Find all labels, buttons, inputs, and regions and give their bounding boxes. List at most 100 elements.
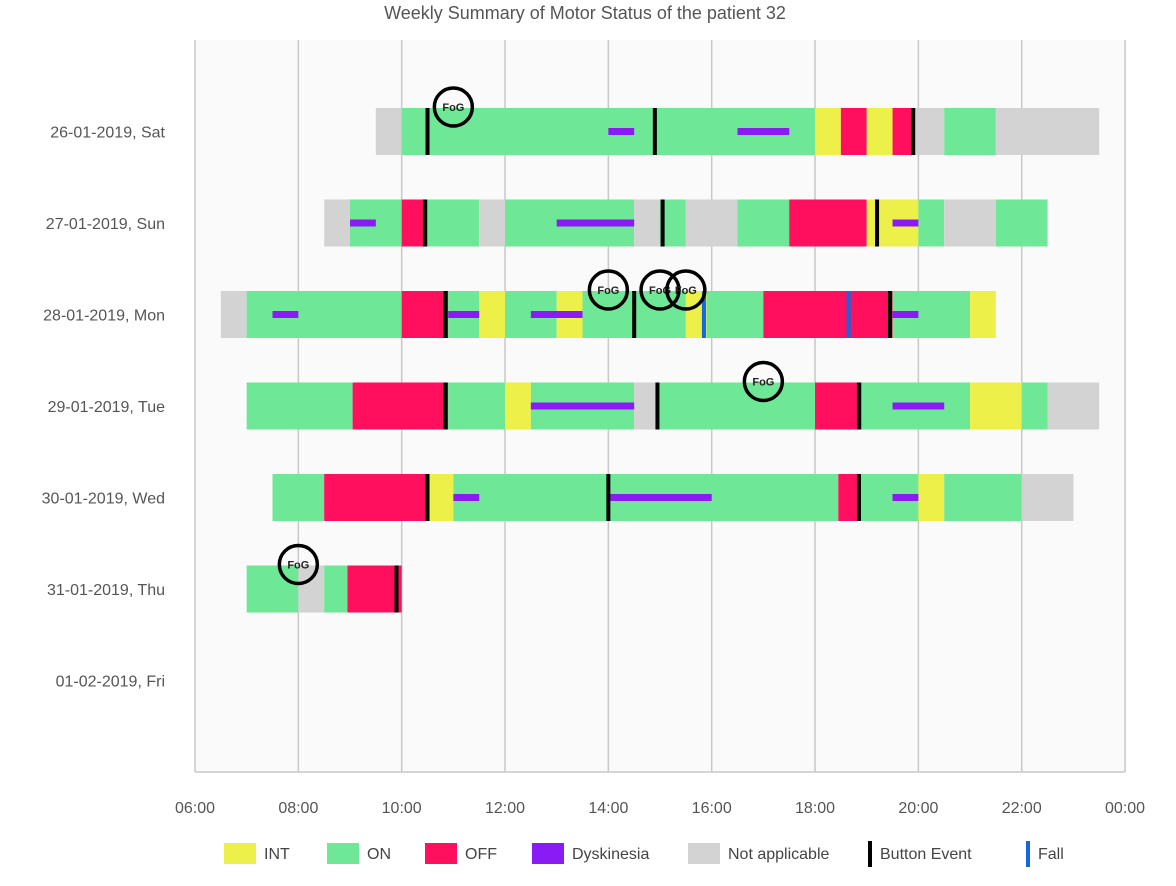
status-segment-off xyxy=(892,108,914,155)
y-tick-label: 28-01-2019, Mon xyxy=(43,308,165,325)
status-segment-int xyxy=(970,291,996,338)
dyskinesia-bar xyxy=(530,402,635,410)
status-segment-off xyxy=(815,382,862,430)
status-segment-on xyxy=(944,474,1022,521)
status-segment-not-applicable xyxy=(1021,474,1074,521)
dyskinesia-bar xyxy=(892,219,919,227)
status-segment-on xyxy=(246,291,402,338)
status-segment-not-applicable xyxy=(479,199,506,247)
legend-item-int: INT xyxy=(224,843,290,864)
status-segment-not-applicable xyxy=(634,199,661,247)
status-segment-off xyxy=(352,382,449,430)
fog-circle xyxy=(432,86,475,128)
y-tick-label: 01-02-2019, Fri xyxy=(56,674,165,691)
chart-title: Weekly Summary of Motor Status of the pa… xyxy=(384,3,786,23)
fog-marker: FoG xyxy=(665,269,707,311)
fog-label: FoG xyxy=(287,560,309,572)
legend-item-dyskinesia: Dyskinesia xyxy=(532,843,649,864)
x-tick-label: 14:00 xyxy=(588,800,628,817)
fog-marker: FoG xyxy=(587,269,630,311)
legend-swatch xyxy=(868,841,872,867)
legend-item-fall: Fall xyxy=(1026,841,1064,867)
status-segment-int xyxy=(479,291,506,338)
button-event-marker xyxy=(632,291,637,338)
legend: INT ON OFF Dyskinesia Not applicable Button E… xyxy=(224,841,1064,867)
dyskinesia-bar xyxy=(608,494,712,501)
y-axis-labels: 26-01-2019, Sat 27-01-2019, Sun 28-01-2019… xyxy=(42,125,166,691)
status-segment-off xyxy=(324,474,428,521)
status-segment-not-applicable xyxy=(220,291,247,338)
status-segment-int xyxy=(866,108,893,155)
x-tick-label: 20:00 xyxy=(898,800,938,817)
legend-swatch xyxy=(224,843,256,864)
legend-label: INT xyxy=(264,846,290,863)
legend-label: Not applicable xyxy=(728,846,830,863)
dyskinesia-bar xyxy=(350,219,376,227)
legend-swatch xyxy=(327,843,359,864)
x-tick-label: 18:00 xyxy=(795,800,835,817)
y-tick-label: 30-01-2019, Wed xyxy=(42,491,165,508)
status-segment-int xyxy=(815,108,841,155)
status-segment-off xyxy=(347,565,402,613)
y-tick-label: 29-01-2019, Tue xyxy=(48,399,166,416)
status-segment-on xyxy=(944,108,996,155)
fog-marker: FoG xyxy=(277,543,320,586)
status-segment-int xyxy=(918,474,945,521)
button-event-marker xyxy=(425,474,430,521)
button-event-marker xyxy=(606,474,611,521)
dyskinesia-bar xyxy=(892,311,919,318)
dyskinesia-bar xyxy=(892,402,945,410)
status-segment-not-applicable xyxy=(913,108,945,155)
dyskinesia-bar xyxy=(453,494,480,501)
legend-swatch xyxy=(425,843,457,864)
fall-marker xyxy=(701,291,706,338)
fog-circle xyxy=(639,269,681,311)
fog-label: FoG xyxy=(675,285,697,297)
x-tick-label: 00:00 xyxy=(1105,800,1145,817)
button-event-marker xyxy=(652,108,657,155)
dyskinesia-bar xyxy=(892,494,919,501)
legend-item-not-applicable: Not applicable xyxy=(688,843,830,864)
dyskinesia-bar xyxy=(556,219,635,227)
fog-circle xyxy=(277,543,320,586)
status-segment-int xyxy=(427,474,454,521)
dyskinesia-bar xyxy=(737,128,790,135)
status-segment-on xyxy=(246,565,299,613)
fog-marker: FoG xyxy=(432,86,475,128)
x-tick-label: 08:00 xyxy=(278,800,318,817)
status-segment-on xyxy=(918,199,945,247)
x-tick-label: 06:00 xyxy=(175,800,215,817)
status-segment-on xyxy=(272,474,325,521)
status-segment-not-applicable xyxy=(1047,382,1100,430)
fog-label: FoG xyxy=(442,102,464,114)
fog-label: FoG xyxy=(597,285,619,297)
status-segment-on xyxy=(246,382,353,430)
button-event-marker xyxy=(422,199,427,247)
legend-swatch xyxy=(532,843,564,864)
button-event-marker xyxy=(875,199,880,247)
status-segment-on xyxy=(706,291,764,338)
button-event-marker xyxy=(655,382,660,430)
status-segment-not-applicable xyxy=(375,108,402,155)
button-event-marker xyxy=(425,108,430,155)
fog-label: FoG xyxy=(752,377,774,389)
button-event-marker xyxy=(856,382,861,430)
button-event-marker xyxy=(660,199,665,247)
x-tick-label: 16:00 xyxy=(692,800,732,817)
status-segment-on xyxy=(1021,382,1048,430)
status-segment-on xyxy=(324,565,348,613)
button-event-marker xyxy=(856,474,861,521)
status-segment-off xyxy=(789,199,867,247)
status-segment-on xyxy=(737,199,790,247)
legend-label: Fall xyxy=(1038,846,1064,863)
legend-label: OFF xyxy=(465,846,497,863)
button-event-marker xyxy=(443,382,448,430)
y-tick-label: 26-01-2019, Sat xyxy=(50,125,165,142)
x-tick-label: 10:00 xyxy=(382,800,422,817)
status-segment-int xyxy=(505,382,531,430)
button-event-marker xyxy=(443,291,448,338)
x-tick-label: 12:00 xyxy=(485,800,525,817)
legend-item-on: ON xyxy=(327,843,391,864)
legend-label: ON xyxy=(367,846,391,863)
dyskinesia-bar xyxy=(448,311,480,318)
